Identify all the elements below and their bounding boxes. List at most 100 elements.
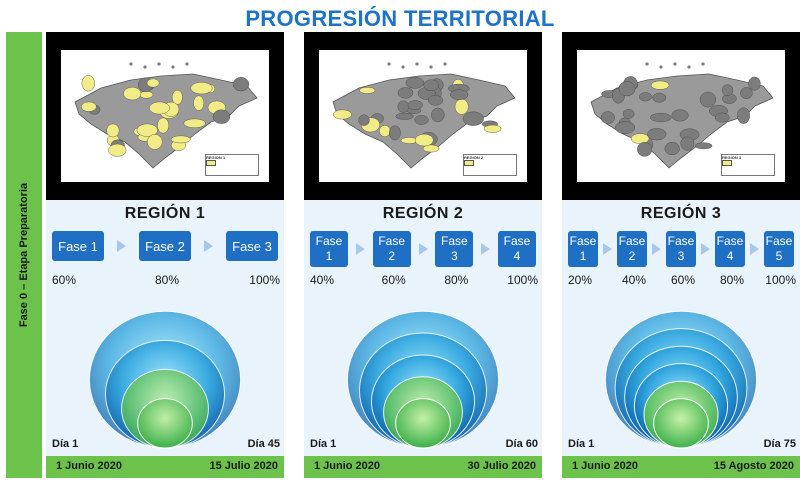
- highlighted-municipality: [630, 133, 650, 144]
- map-frame: REGION 3: [577, 50, 785, 182]
- highlighted-municipality: [359, 87, 376, 94]
- day-start: Día 1: [568, 438, 595, 450]
- phase-arrow: [117, 240, 126, 252]
- phase-box: Fase 1: [568, 231, 598, 267]
- island: [645, 62, 649, 66]
- municipality: [737, 107, 751, 124]
- phase-box: Fase 1: [310, 231, 348, 267]
- island: [701, 62, 705, 66]
- region-panel: REGION 1 REGIÓN 1 Fase 1 60% Fase 2 80% Fase 3…: [46, 32, 284, 478]
- core-circle: [395, 398, 451, 449]
- phase-box: Fase 2: [372, 231, 411, 267]
- highlighted-municipality: [379, 125, 391, 137]
- phase-percentage: 60%: [671, 273, 696, 287]
- phase-box: Fase 5: [764, 231, 794, 267]
- highlighted-municipality: [136, 123, 158, 137]
- island: [171, 65, 175, 69]
- island: [687, 65, 691, 69]
- phase-arrow: [204, 240, 213, 252]
- region-map: REGION 2: [304, 32, 542, 200]
- municipality: [389, 125, 401, 141]
- date-end: 30 Julio 2020: [467, 460, 537, 472]
- highlighted-municipality: [483, 124, 502, 133]
- municipality: [671, 109, 689, 122]
- phase-percentage: 100%: [765, 273, 796, 287]
- highlighted-municipality: [106, 123, 120, 138]
- island: [129, 62, 133, 66]
- region-title: REGIÓN 3: [640, 205, 722, 222]
- highlighted-municipality: [146, 78, 160, 88]
- island: [401, 65, 405, 69]
- date-end: 15 Agosto 2020: [713, 460, 794, 472]
- day-end: Día 60: [505, 438, 538, 450]
- day-end: Día 75: [763, 438, 796, 450]
- phase-percentage: 100%: [507, 273, 538, 287]
- highlighted-municipality: [650, 80, 670, 90]
- region-map: REGION 3: [562, 32, 800, 200]
- map-legend: REGION 3: [721, 154, 775, 176]
- phase-percentage: 80%: [444, 273, 469, 287]
- map-legend-title: REGION 1: [206, 155, 226, 160]
- island: [143, 65, 147, 69]
- municipality: [615, 121, 636, 134]
- municipality: [395, 112, 414, 120]
- phase-percentage: 20%: [568, 273, 593, 287]
- region-map: REGION 1: [46, 32, 284, 200]
- map-legend: REGION 2: [463, 154, 517, 176]
- phase-percentage: 40%: [310, 273, 335, 287]
- region-title: REGIÓN 1: [124, 205, 206, 222]
- date-bar: 1 Junio 2020 15 Julio 2020: [46, 456, 284, 478]
- phase-arrow: [355, 243, 365, 255]
- phase-percentage: 60%: [381, 273, 406, 287]
- highlighted-municipality: [170, 135, 191, 144]
- municipality: [397, 100, 410, 113]
- phase-box: Fase 4: [498, 231, 536, 267]
- legend-swatch: [464, 160, 474, 166]
- map-legend-title: REGION 2: [464, 155, 484, 160]
- concentric-circles: [604, 310, 758, 449]
- stage-label: Fase 0 – Etapa Preparatoria: [18, 182, 30, 328]
- municipality: [232, 77, 250, 92]
- municipality: [740, 87, 753, 99]
- municipality: [694, 142, 713, 150]
- core-circle: [653, 398, 709, 449]
- page-title: PROGRESIÓN TERRITORIAL: [245, 6, 555, 31]
- date-start: 1 Junio 2020: [56, 460, 123, 472]
- municipality: [650, 113, 672, 123]
- phase-arrow: [418, 243, 428, 255]
- highlighted-municipality: [81, 75, 95, 92]
- phase-percentage: 60%: [52, 273, 77, 287]
- phase-box: Fase 3: [435, 231, 474, 267]
- municipality: [664, 141, 680, 155]
- date-bar: 1 Junio 2020 15 Agosto 2020: [562, 456, 800, 478]
- map-legend-title: REGION 3: [722, 155, 742, 160]
- island: [387, 62, 391, 66]
- municipality: [600, 111, 615, 124]
- municipality: [427, 95, 443, 106]
- municipality: [680, 136, 695, 151]
- municipality: [721, 84, 734, 96]
- municipality: [652, 92, 667, 103]
- map-frame: REGION 2: [319, 50, 527, 182]
- municipality: [212, 109, 231, 124]
- phase-box: Fase 3: [666, 231, 696, 267]
- municipality: [639, 92, 652, 102]
- highlighted-municipality: [454, 98, 469, 115]
- municipality: [431, 107, 445, 123]
- island: [429, 65, 433, 69]
- municipality: [358, 114, 370, 126]
- day-start: Día 1: [310, 438, 337, 450]
- island: [673, 62, 677, 66]
- municipality: [748, 76, 761, 91]
- municipality: [407, 100, 423, 110]
- municipality: [405, 77, 425, 89]
- island: [415, 62, 419, 66]
- phase-percentage: 40%: [622, 273, 647, 287]
- island: [443, 62, 447, 66]
- phase-percentage: 80%: [155, 273, 180, 287]
- highlighted-municipality: [123, 86, 142, 101]
- highlighted-municipality: [190, 81, 213, 95]
- municipality: [618, 81, 636, 97]
- highlighted-municipality: [108, 143, 127, 157]
- phase-box: Fase 2: [617, 231, 647, 267]
